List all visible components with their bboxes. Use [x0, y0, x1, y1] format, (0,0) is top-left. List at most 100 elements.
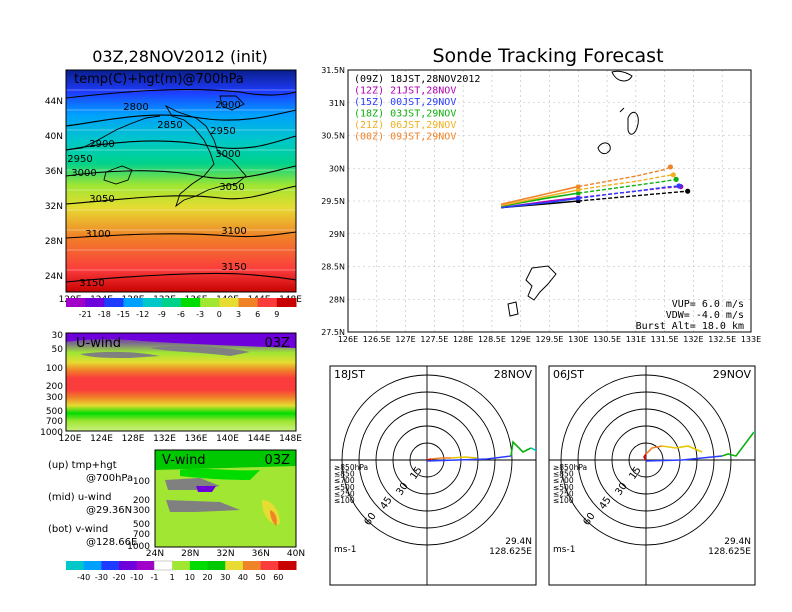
colorbar-label: -12: [136, 310, 149, 319]
wind-trace: [721, 431, 755, 457]
track-series: [500, 164, 691, 209]
hodograph-date: 29NOV: [713, 368, 752, 381]
wind-trace: [645, 455, 723, 462]
colorbar-swatch: [242, 561, 262, 570]
contour-label: 3150: [221, 262, 246, 273]
hodograph-unit: ms-1: [334, 545, 356, 555]
colorbar-swatch: [142, 298, 163, 307]
track-line-forecast: [578, 185, 680, 200]
colorbar-label: 3: [236, 310, 241, 319]
x-tick-label: 127E: [395, 335, 415, 344]
x-tick-label: 131.5E: [651, 335, 679, 344]
x-tick-label: 126E: [338, 335, 358, 344]
y-tick-label: 29N: [329, 230, 345, 239]
pressure-label: 50: [52, 345, 64, 355]
x-tick-label: 130.5E: [593, 335, 621, 344]
contour-label: 2800: [123, 102, 148, 113]
contour-label: 2950: [210, 126, 235, 137]
wind-trace: [661, 445, 703, 453]
map-lat-label: 24N: [45, 272, 63, 282]
x-tick-label: 130E: [568, 335, 588, 344]
chart-legend: (09Z) 18JST,28NOV2012(12Z) 21JST,28NOV(1…: [354, 74, 480, 143]
map-lat-label: 36N: [45, 167, 63, 177]
lon-label: 136E: [185, 434, 208, 444]
track-endpoint: [676, 183, 682, 189]
y-tick-label: 27.5N: [321, 328, 345, 337]
legend-entry: (21Z) 06JST,29NOV: [354, 120, 456, 131]
pressure-label: 100: [46, 364, 63, 374]
track-line-solid: [500, 189, 579, 207]
track-line-forecast: [578, 190, 688, 202]
pressure-label: 1000: [40, 428, 63, 438]
lon-label: 120E: [59, 434, 82, 444]
lon-label: 128E: [122, 434, 145, 444]
pressure-legend-entry: ≤850: [334, 470, 355, 479]
lon-label: 124E: [90, 434, 113, 444]
colorbar-swatch: [260, 561, 279, 570]
x-tick-label: 129E: [511, 335, 531, 344]
legend-entry: (18Z) 03JST,29NOV: [354, 109, 456, 120]
y-tick-label: 31N: [329, 99, 345, 108]
pressure-label: 100: [133, 477, 150, 487]
map-lat-labels: 44N 40N 36N 32N 28N 24N: [45, 97, 63, 282]
y-tick-label: 28N: [329, 295, 345, 304]
colorbar-label: -10: [130, 573, 143, 582]
v-wind-title: V-wind: [162, 453, 206, 468]
contour-label: 3000: [215, 149, 240, 160]
map-lat-label: 28N: [45, 237, 63, 247]
contour-labels: 2800 2850 2900 2900 2950 2950 3000 3000 3050 3050…: [67, 100, 246, 289]
colorbar-swatch: [181, 298, 201, 307]
pressure-legend-entry: ≤250: [553, 489, 574, 498]
track-marker: [576, 187, 581, 192]
colorbar-label: 6: [255, 310, 260, 319]
x-tick-label: 129.5E: [536, 335, 564, 344]
track-line-solid: [501, 197, 579, 209]
contour-label: 2900: [215, 100, 240, 111]
contour-label: 3150: [79, 278, 104, 289]
x-tick-label: 132E: [683, 335, 703, 344]
x-tick-label: 132.5E: [708, 335, 736, 344]
colorbar-label: 30: [220, 573, 230, 582]
hodograph-time: 18JST: [334, 368, 365, 381]
pressure-label: 500: [133, 520, 150, 530]
colorbar-swatch: [238, 298, 259, 307]
hodograph-lon: 128.625E: [489, 547, 532, 557]
lat-label: 28N: [181, 549, 199, 559]
temperature-map: temp(C)+hgt(m)@700hPa 2800 2850 2900 2900 29…: [45, 69, 302, 305]
colorbar-label: 50: [256, 573, 266, 582]
note-line: @700hPa: [86, 473, 133, 484]
colorbar-label: -20: [113, 573, 126, 582]
map-field-label: temp(C)+hgt(m)@700hPa: [74, 72, 244, 87]
note-line: (mid) u-wind: [48, 492, 111, 503]
wind-trace: [426, 455, 512, 462]
note-line: @128.66E: [86, 537, 137, 548]
colorbar-swatch: [189, 561, 209, 570]
colorbar-swatch: [276, 298, 297, 307]
annotation-text: Burst Alt= 18.0 km: [636, 321, 744, 332]
main-title: Sonde Tracking Forecast: [432, 45, 663, 67]
hodograph-unit: ms-1: [553, 545, 575, 555]
track-marker: [576, 196, 581, 201]
track-marker: [576, 184, 581, 189]
colorbar-swatch: [278, 561, 297, 570]
pressure-legend-entry: ≥850hPa: [553, 463, 587, 472]
legend-entry: (15Z) 00JST,29NOV: [354, 97, 456, 108]
contour-label: 3050: [219, 182, 244, 193]
colorbar-swatch: [219, 298, 239, 307]
pressure-legend-entry: ≤250: [334, 489, 355, 498]
colorbar-label: 9: [274, 310, 279, 319]
colorbar-label: -21: [79, 310, 92, 319]
wind-trace: [643, 453, 647, 461]
track-endpoint: [673, 176, 679, 182]
v-wind-lat-labels: 24N 28N 32N 36N 40N: [146, 549, 305, 559]
map-lat-label: 44N: [45, 97, 63, 107]
contour-label: 3000: [71, 168, 96, 179]
panel-legend-notes: (up) tmp+hgt @700hPa (mid) u-wind @29.36N (b…: [48, 460, 137, 548]
y-tick-label: 29.5N: [321, 197, 345, 206]
